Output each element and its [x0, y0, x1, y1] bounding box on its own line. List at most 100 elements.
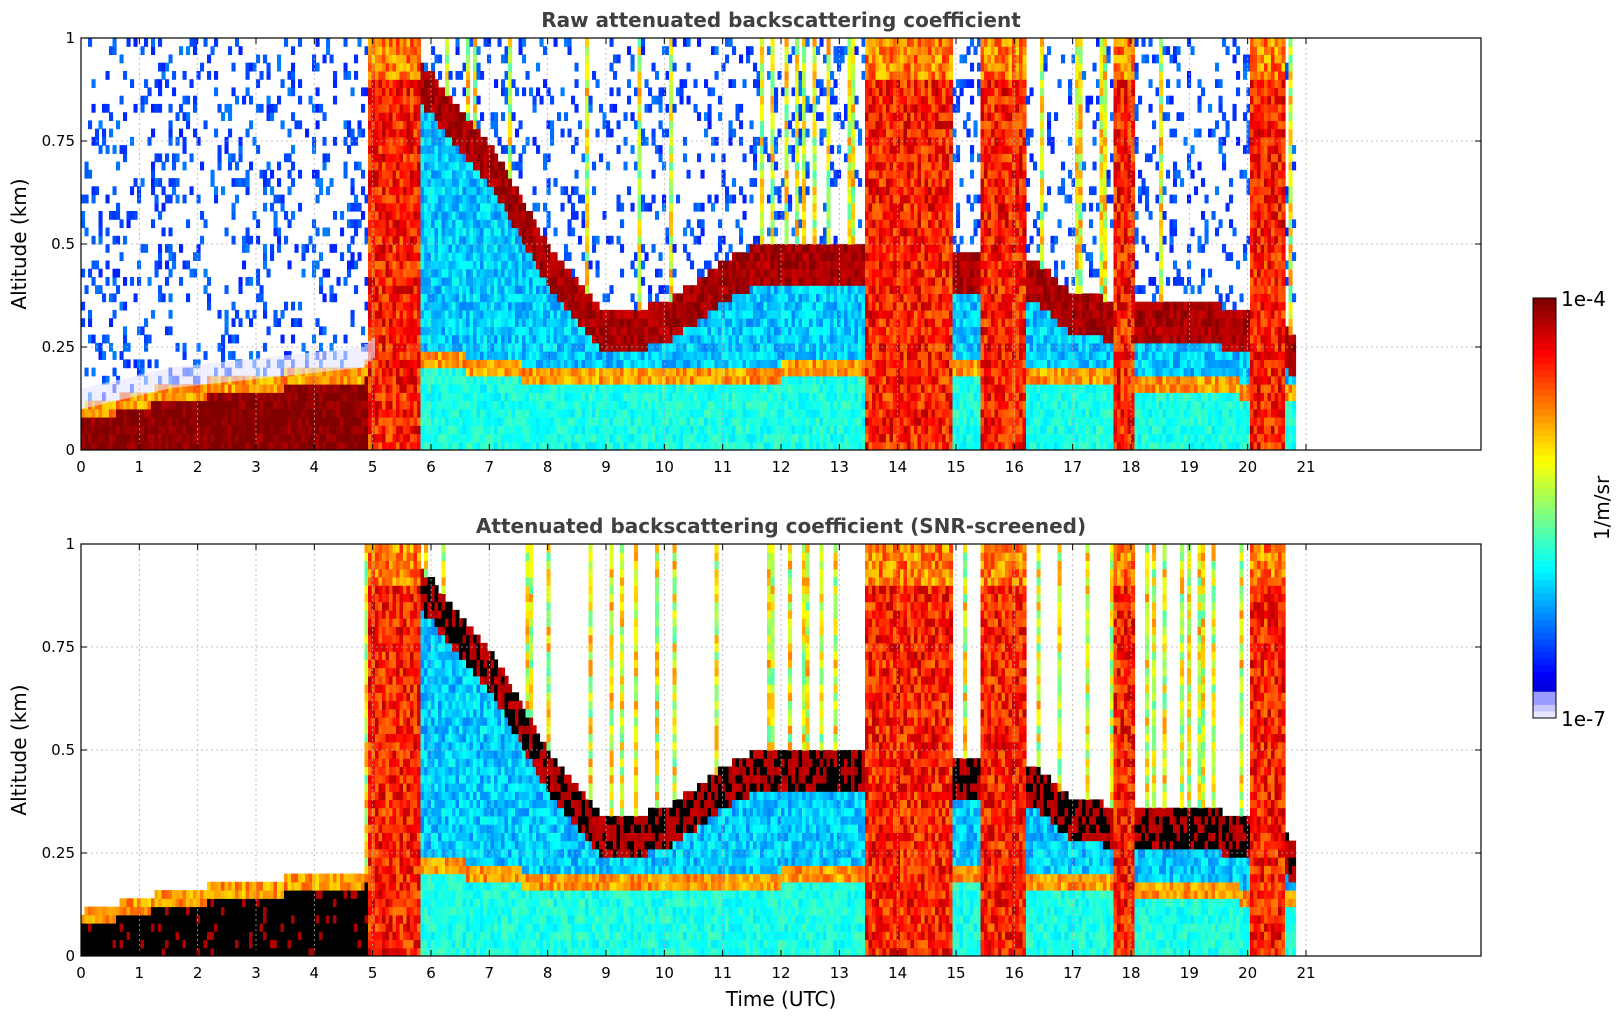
heatmap-cell — [704, 417, 709, 426]
heatmap-cell — [669, 384, 674, 393]
heatmap-cell — [581, 351, 586, 360]
heatmap-cell — [630, 326, 635, 336]
heatmap-cell — [154, 79, 159, 88]
heatmap-cell — [480, 359, 485, 369]
heatmap-cell — [301, 384, 306, 393]
heatmap-cell — [707, 408, 712, 418]
heatmap-cell — [427, 211, 432, 220]
heatmap-cell — [417, 103, 422, 113]
heatmap-cell — [389, 95, 394, 105]
heatmap-cell — [697, 433, 702, 443]
heatmap-cell — [592, 326, 597, 336]
heatmap-cell — [116, 380, 121, 401]
heatmap-cell — [518, 334, 523, 344]
heatmap-cell — [399, 178, 404, 187]
heatmap-cell — [385, 194, 390, 204]
heatmap-cell — [158, 417, 163, 426]
heatmap-cell — [224, 425, 229, 435]
heatmap-cell — [354, 384, 359, 393]
heatmap-cell — [277, 235, 282, 245]
heatmap-cell — [476, 211, 481, 220]
heatmap-cell — [396, 46, 401, 55]
heatmap-cell — [504, 309, 509, 319]
heatmap-cell — [326, 268, 331, 278]
heatmap-cell — [385, 392, 390, 402]
heatmap-cell — [651, 400, 656, 410]
heatmap-cell — [616, 384, 621, 393]
heatmap-cell — [399, 433, 404, 443]
heatmap-cell — [396, 103, 401, 113]
heatmap-cell — [557, 301, 562, 311]
heatmap-cell — [158, 211, 163, 220]
heatmap-cell — [494, 211, 499, 220]
heatmap-cell — [476, 309, 481, 319]
heatmap-cell — [385, 367, 390, 377]
heatmap-cell — [476, 136, 481, 146]
heatmap-cell — [466, 285, 471, 294]
heatmap-cell — [564, 433, 569, 443]
heatmap-cell — [329, 417, 334, 426]
heatmap-cell — [95, 260, 100, 270]
heatmap-cell — [588, 309, 593, 319]
heatmap-cell — [235, 360, 240, 382]
heatmap-cell — [515, 318, 520, 327]
heatmap-cell — [595, 318, 600, 327]
heatmap-cell — [441, 103, 446, 113]
heatmap-cell — [158, 244, 163, 253]
heatmap-cell — [557, 351, 562, 360]
heatmap-cell — [627, 417, 632, 426]
heatmap-cell — [525, 334, 530, 344]
heatmap-cell — [298, 202, 303, 212]
heatmap-cell — [683, 318, 688, 327]
heatmap-cell — [368, 87, 373, 97]
heatmap-cell — [686, 169, 691, 179]
heatmap-cell — [508, 293, 513, 303]
heatmap-cell — [396, 202, 401, 212]
heatmap-cell — [413, 252, 418, 261]
heatmap-cell — [182, 392, 187, 402]
heatmap-cell — [476, 417, 481, 426]
heatmap-cell — [665, 433, 670, 443]
heatmap-cell — [714, 252, 719, 261]
heatmap-cell — [406, 186, 411, 196]
heatmap-cell — [490, 202, 495, 212]
heatmap-cell — [448, 384, 453, 393]
heatmap-cell — [406, 425, 411, 435]
heatmap-cell — [392, 46, 397, 55]
heatmap-cell — [462, 145, 467, 154]
heatmap-cell — [578, 334, 583, 344]
heatmap-cell — [158, 400, 163, 410]
heatmap-cell — [490, 235, 495, 245]
heatmap-cell — [494, 375, 499, 385]
heatmap-cell — [417, 54, 422, 64]
heatmap-cell — [144, 318, 149, 327]
heatmap-cell — [396, 112, 401, 121]
heatmap-cell — [550, 318, 555, 327]
heatmap-cell — [672, 375, 677, 385]
heatmap-cell — [669, 441, 674, 450]
heatmap-cell — [151, 46, 156, 55]
heatmap-cell — [396, 301, 401, 311]
heatmap-cell — [508, 334, 513, 344]
heatmap-cell — [445, 252, 450, 261]
heatmap-cell — [392, 71, 397, 80]
heatmap-cell — [546, 433, 551, 443]
heatmap-cell — [294, 120, 299, 130]
heatmap-cell — [490, 334, 495, 344]
heatmap-cell — [249, 277, 254, 286]
heatmap-cell — [403, 194, 408, 204]
heatmap-cell — [522, 318, 527, 327]
heatmap-cell — [697, 400, 702, 410]
heatmap-cell — [623, 375, 628, 385]
heatmap-cell — [326, 186, 331, 196]
heatmap-cell — [382, 252, 387, 261]
heatmap-cell — [389, 277, 394, 286]
heatmap-cell — [413, 186, 418, 196]
heatmap-cell — [406, 244, 411, 253]
heatmap-cell — [140, 408, 145, 418]
heatmap-cell — [427, 87, 432, 97]
heatmap-cell — [497, 186, 502, 196]
heatmap-cell — [641, 392, 646, 402]
heatmap-cell — [669, 277, 674, 286]
heatmap-cell — [375, 161, 380, 171]
